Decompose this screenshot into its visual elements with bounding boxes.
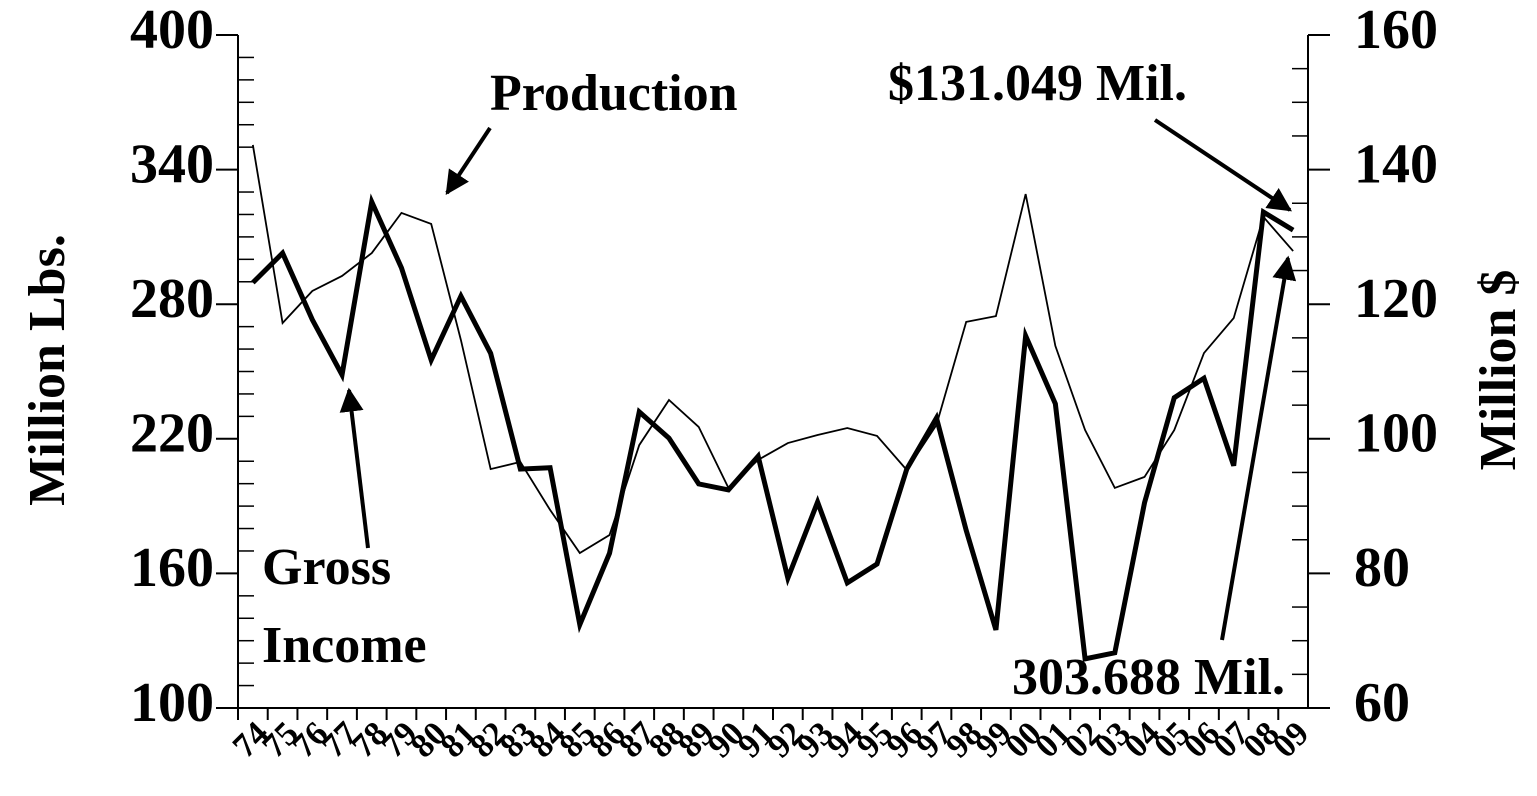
arrow: [445, 126, 492, 196]
annotation: $131.049 Mil.: [888, 55, 1187, 112]
y2-tick-label: 120: [1354, 268, 1438, 330]
annotation: Income: [262, 617, 427, 674]
y-tick-label: 160: [130, 537, 214, 599]
y2-tick-label: 160: [1354, 0, 1438, 61]
arrow: [1220, 255, 1297, 641]
y-tick-label: 400: [130, 0, 214, 61]
arrow: [1153, 118, 1292, 212]
annotation: 303.688 Mil.: [1012, 649, 1285, 706]
y2-tick-label: 60: [1354, 672, 1410, 734]
y2-tick-label: 100: [1354, 403, 1438, 465]
y-tick-label: 100: [130, 672, 214, 734]
y2-tick-label: 80: [1354, 537, 1410, 599]
series-line: [251, 193, 1295, 662]
x-tick-label: 09: [1266, 715, 1316, 765]
y2-axis-title: Million $: [1470, 270, 1527, 471]
y-tick-label: 280: [130, 268, 214, 330]
arrow: [339, 387, 370, 549]
annotation: Gross: [262, 539, 391, 596]
y-axis-title: Million Lbs.: [19, 234, 76, 506]
y-tick-label: 220: [130, 403, 214, 465]
annotation: Production: [490, 65, 738, 122]
y2-tick-label: 140: [1354, 133, 1438, 195]
series-line: [251, 144, 1294, 555]
y-tick-label: 340: [130, 133, 214, 195]
